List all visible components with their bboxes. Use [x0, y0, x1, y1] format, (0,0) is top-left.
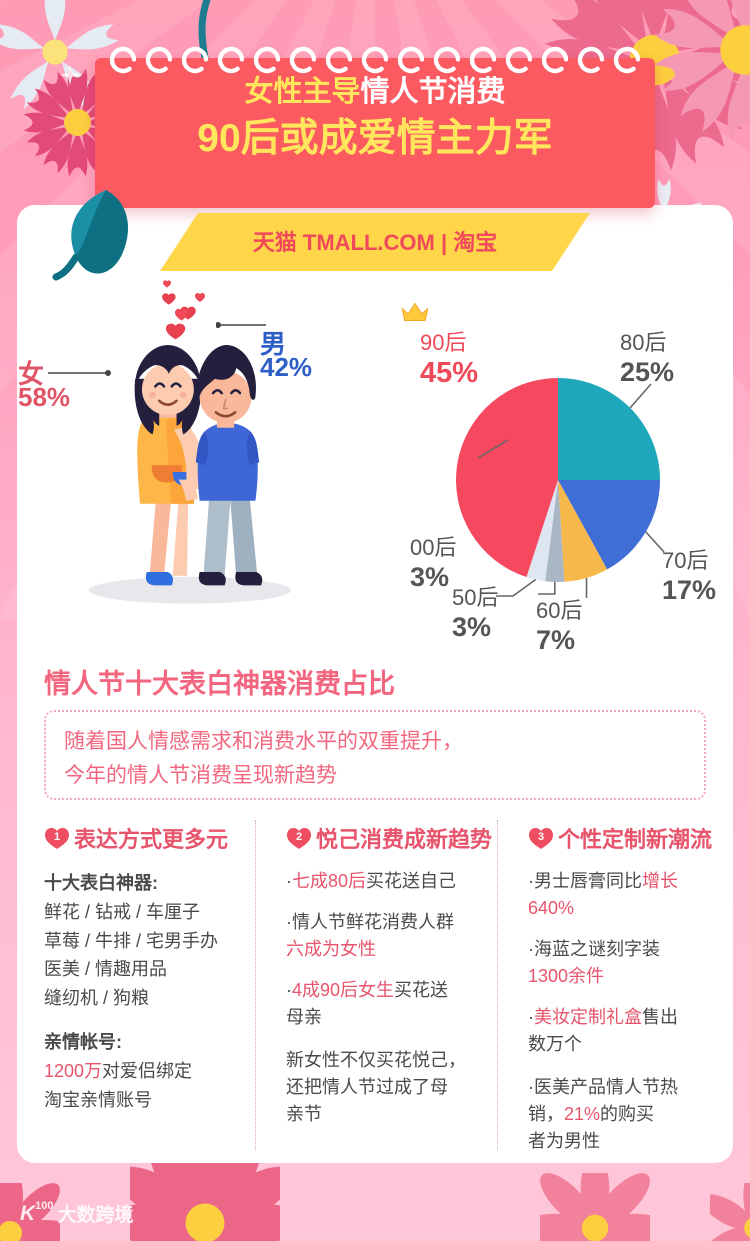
svg-text:2: 2 — [296, 831, 302, 843]
svg-text:3: 3 — [538, 831, 544, 843]
svg-text:天猫 TMALL.COM | 淘宝: 天猫 TMALL.COM | 淘宝 — [253, 230, 497, 255]
svg-text:1: 1 — [54, 831, 60, 843]
